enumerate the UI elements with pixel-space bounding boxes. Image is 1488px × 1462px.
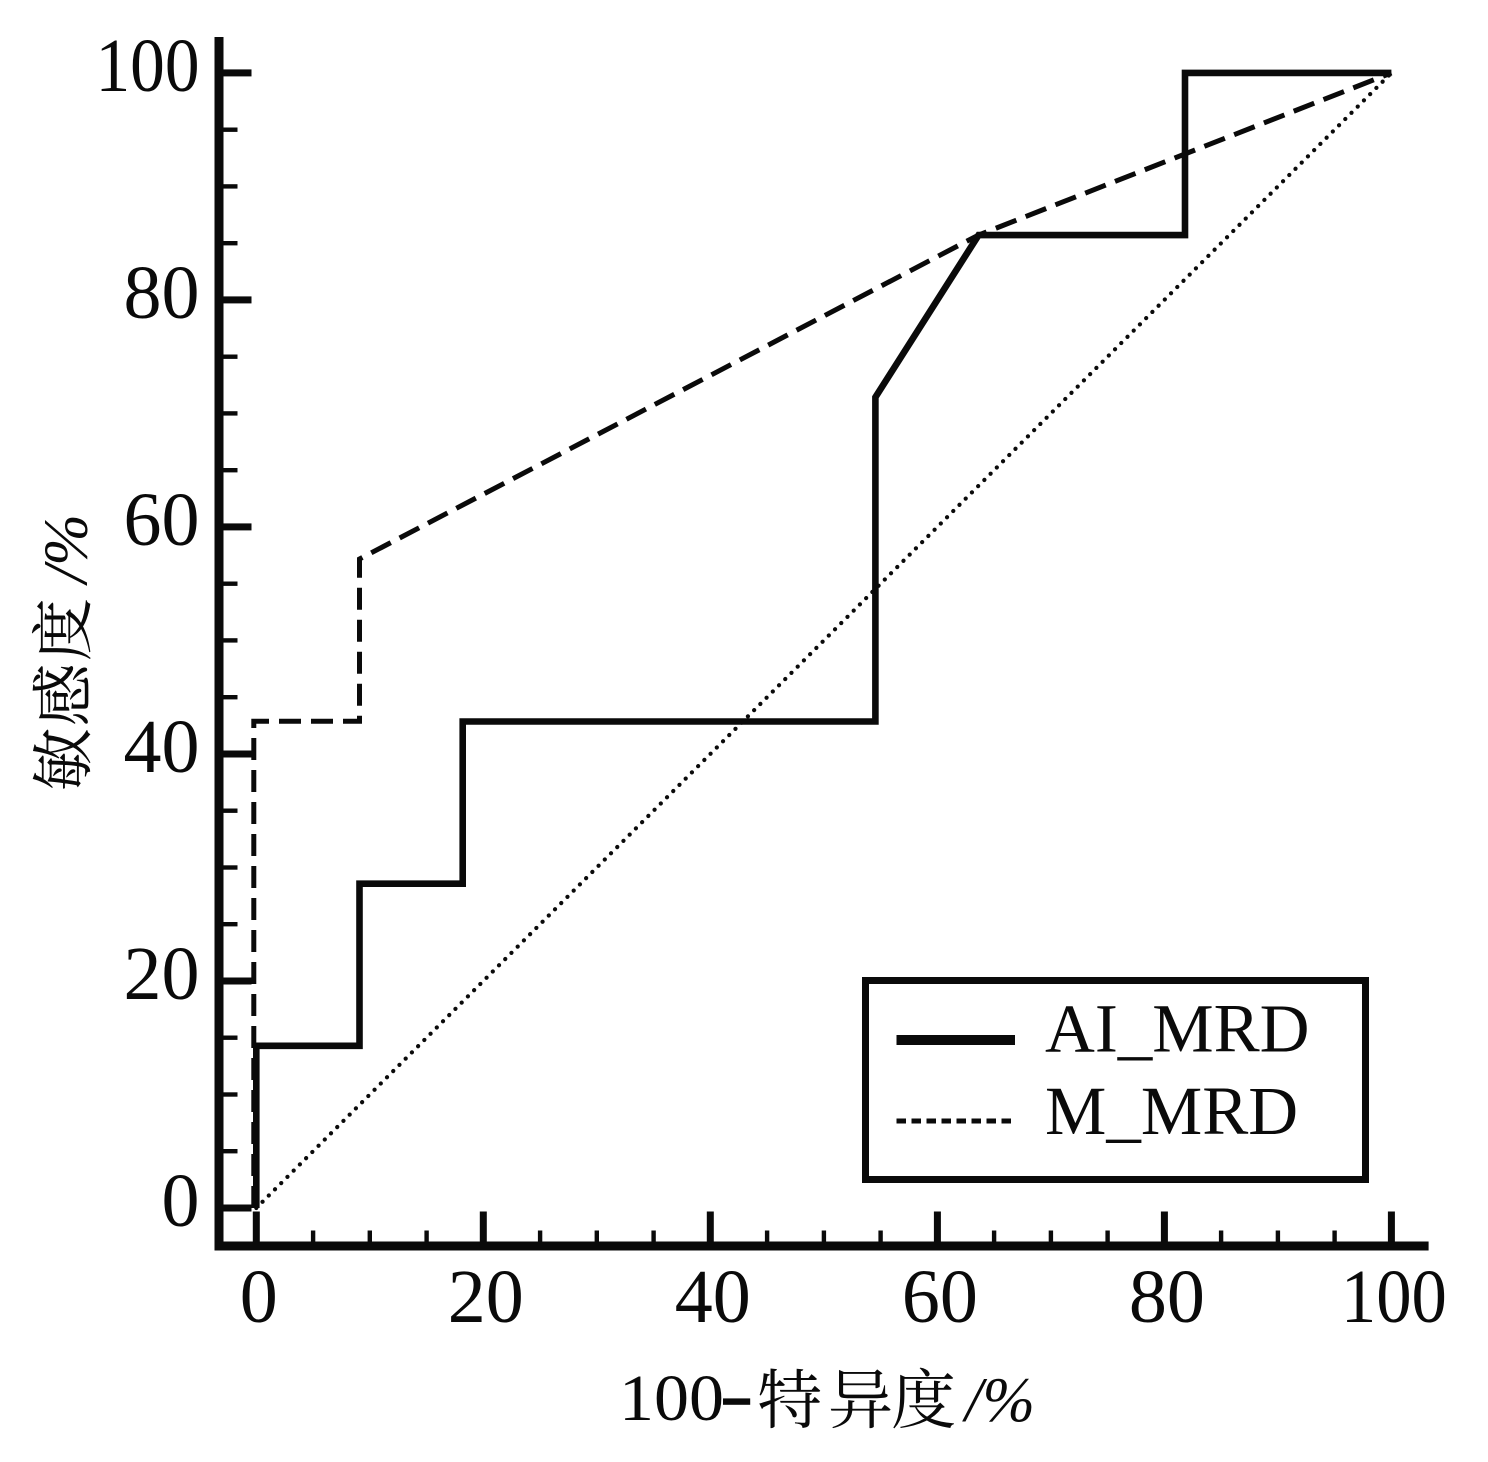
svg-text:AI_MRD: AI_MRD <box>1045 991 1310 1067</box>
svg-text:100: 100 <box>619 1362 724 1435</box>
svg-text:100: 100 <box>1341 1255 1447 1339</box>
svg-text:0: 0 <box>162 1159 200 1243</box>
svg-text:20: 20 <box>124 932 200 1016</box>
svg-text:/%: /% <box>33 514 101 586</box>
svg-text:80: 80 <box>1129 1255 1205 1339</box>
svg-text:100: 100 <box>96 24 200 108</box>
svg-text:M_MRD: M_MRD <box>1045 1073 1298 1149</box>
svg-text:/%: /% <box>962 1365 1035 1435</box>
svg-text:60: 60 <box>902 1255 978 1339</box>
svg-text:0: 0 <box>240 1255 278 1339</box>
svg-text:80: 80 <box>124 251 200 335</box>
svg-text:40: 40 <box>675 1255 751 1339</box>
svg-text:20: 20 <box>448 1255 524 1339</box>
svg-text:60: 60 <box>124 478 200 562</box>
svg-text:40: 40 <box>124 705 200 789</box>
